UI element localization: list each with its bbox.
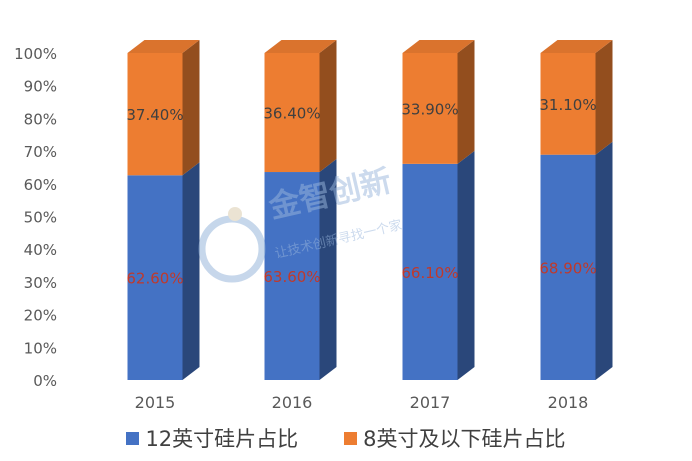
bar-stacks [127, 40, 613, 380]
bar-segment-lower-front [127, 175, 183, 380]
watermark-logo-ring [198, 215, 266, 283]
y-tick-label: 10% [24, 339, 57, 357]
y-tick-label: 70% [24, 143, 57, 161]
y-tick-label: 60% [24, 176, 57, 194]
legend-swatch-8inch [344, 431, 358, 445]
data-label-lower: 63.60% [263, 268, 320, 286]
bar-segment-lower-front [264, 172, 320, 380]
bar-segment-upper-front [402, 53, 458, 164]
bar-top-face [127, 40, 200, 53]
y-tick-label: 30% [24, 274, 57, 292]
bar-segment-upper-side [182, 40, 200, 176]
x-tick-label: 2017 [410, 393, 451, 412]
data-label-lower: 66.10% [401, 264, 458, 282]
legend-swatch-12inch [126, 431, 140, 445]
bar-segment-upper-front [264, 53, 320, 173]
data-label-upper: 31.10% [539, 96, 596, 114]
legend-item-12inch: 12英寸硅片占比 [126, 423, 298, 453]
data-label-upper: 36.40% [263, 105, 320, 123]
legend: 12英寸硅片占比 8英寸及以下硅片占比 [0, 420, 692, 456]
bar-segment-lower-side [319, 159, 337, 380]
bar-top-face [540, 40, 613, 53]
data-label-lower: 62.60% [126, 270, 183, 288]
bar-segment-upper-side [457, 40, 475, 164]
bar-top-face [402, 40, 475, 53]
data-label-lower: 68.90% [539, 259, 596, 277]
bar-segment-lower-side [457, 150, 475, 380]
y-tick-label: 0% [33, 372, 57, 390]
bar-segment-upper-side [595, 40, 613, 155]
data-label-upper: 37.40% [126, 106, 183, 124]
x-axis: 2015 2016 2017 2018 [135, 393, 589, 412]
bar-segment-lower-side [595, 141, 613, 380]
bar-segment-upper-side [319, 40, 337, 173]
y-tick-label: 20% [24, 307, 57, 325]
bar-segment-upper-front [127, 53, 183, 176]
y-tick-label: 40% [24, 241, 57, 259]
watermark-logo-dot [228, 207, 242, 221]
y-tick-label: 100% [14, 45, 57, 63]
x-tick-label: 2015 [135, 393, 176, 412]
x-tick-label: 2016 [272, 393, 313, 412]
data-label-upper: 33.90% [401, 100, 458, 118]
y-tick-label: 50% [24, 209, 57, 227]
x-tick-label: 2018 [548, 393, 589, 412]
data-labels: 62.60% 37.40% 63.60% 36.40% 66.10% 33.90% 68.9… [126, 96, 596, 288]
y-tick-label: 90% [24, 78, 57, 96]
y-axis: 0% 10% 20% 30% 40% 50% 60% 70% 80% 90% 100% [14, 45, 57, 390]
y-tick-label: 80% [24, 110, 57, 128]
bar-segment-lower-side [182, 162, 200, 380]
bar-segment-lower-front [402, 163, 458, 380]
legend-label-8inch: 8英寸及以下硅片占比 [363, 427, 566, 451]
bar-segment-lower-front [540, 154, 596, 380]
bar-segment-upper-front [540, 53, 596, 155]
legend-item-8inch: 8英寸及以下硅片占比 [344, 423, 566, 453]
legend-label-12inch: 12英寸硅片占比 [145, 427, 299, 451]
bar-top-face [264, 40, 337, 53]
